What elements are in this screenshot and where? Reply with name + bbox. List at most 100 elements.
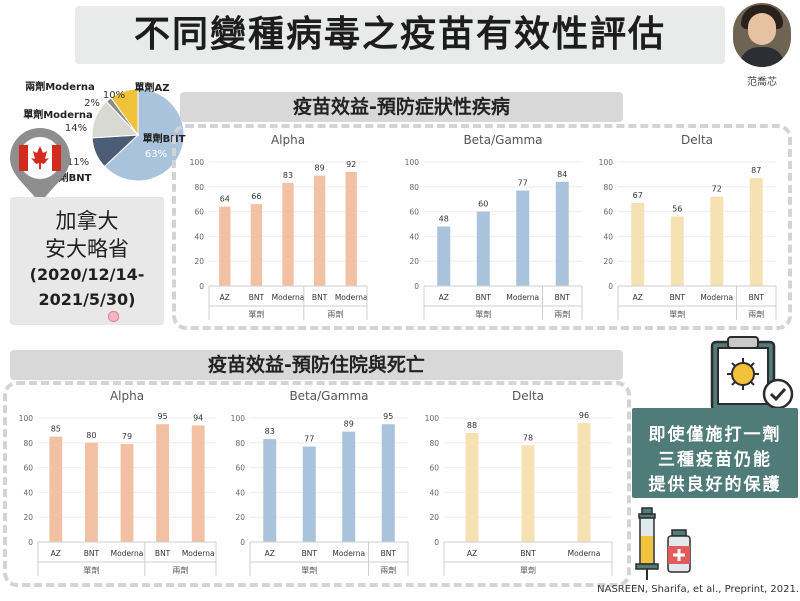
bar-value-label: 56 [672,205,682,214]
y-tick-label: 40 [235,488,245,497]
group-label: 兩劑 [172,565,188,575]
x-tick-label: BNT [520,549,536,558]
pie-percent-label: 10% [103,90,125,101]
chart-symptomatic-delta: Delta 0 20 40 60 80 100 67 AZ 56 BNT 72 Moderna 87 BNT… [599,133,777,320]
y-tick-label: 20 [235,513,245,522]
speaker-name: 范喬芯 [747,77,777,88]
bar-value-label: 80 [86,431,96,440]
bar-value-label: 72 [712,185,722,194]
bar [345,171,357,286]
pie-percent-label: 14% [65,123,87,134]
bar [710,196,724,286]
y-tick-label: 60 [603,208,613,217]
chart-title: Delta [681,133,713,147]
bar-value-label: 95 [383,412,393,421]
bar [521,445,535,542]
y-tick-label: 60 [429,464,439,473]
x-tick-label: Moderna [700,293,733,302]
pie-percent-label: 2% [84,98,100,109]
bar-value-label: 77 [518,179,528,188]
chart-title: Delta [512,389,544,403]
x-tick-label: BNT [312,293,328,302]
y-tick-label: 40 [409,232,419,241]
x-tick-label: BNT [155,549,171,558]
group-label: 單劑 [83,565,99,575]
section-hospital-header: 疫苗效益-預防住院與死亡 [10,350,623,380]
group-label: 兩劑 [380,565,396,575]
bar-value-label: 89 [344,420,354,429]
chart-hospital-beta-gamma: Beta/Gamma 0 20 40 60 80 100 83 AZ 77 BNT 89 Moderna… [231,389,409,576]
y-tick-label: 20 [23,513,33,522]
citation: NASREEN, Sharifa, et al., Preprint, 2021… [597,584,799,595]
x-tick-label: Moderna [332,549,365,558]
chart-title: Beta/Gamma [463,133,542,147]
x-tick-label: Moderna [568,549,601,558]
x-tick-label: BNT [476,293,492,302]
chart-title: Alpha [271,133,305,147]
y-tick-label: 80 [603,183,613,192]
group-label: 單劑 [301,565,317,575]
y-tick-label: 0 [199,282,204,291]
bar-value-label: 89 [315,164,325,173]
pie-percent-label: 63% [145,149,167,160]
note-line-2: 三種疫苗仍能 [658,450,772,470]
avatar-body [739,47,785,67]
y-tick-label: 60 [23,464,33,473]
y-tick-label: 0 [28,538,33,547]
bar-value-label: 96 [579,411,589,420]
bar [282,183,294,286]
note-line-1: 即使僅施打一劑 [648,425,782,445]
bar [313,175,326,286]
y-tick-label: 0 [240,538,245,547]
bar [476,211,490,286]
chart-hospital-delta: Delta 0 20 40 60 80 100 88 AZ 78 BNT 96 Moderna 單劑 [425,389,613,576]
y-tick-label: 80 [23,439,33,448]
section-symptomatic-header: 疫苗效益-預防症狀性疾病 [180,92,623,122]
x-tick-label: BNT [749,293,765,302]
bar-value-label: 83 [283,171,293,180]
bar-value-label: 95 [158,412,168,421]
x-tick-label: AZ [467,549,477,558]
x-tick-label: AZ [265,549,275,558]
x-tick-label: Moderna [111,549,144,558]
bar-value-label: 64 [220,195,230,204]
bar-value-label: 87 [751,166,761,175]
period-end: 2021/5/30) [38,290,136,309]
bar-value-label: 77 [304,435,314,444]
bar [381,424,395,542]
y-tick-label: 40 [194,232,204,241]
bar [49,436,63,542]
group-label: 兩劑 [554,309,570,319]
x-tick-label: Moderna [335,293,368,302]
bar-value-label: 60 [478,200,488,209]
bar [749,178,763,286]
bar [191,425,205,542]
location-province: 安大略省 [45,237,129,261]
y-tick-label: 40 [23,488,33,497]
conclusion-note: 即使僅施打一劑 三種疫苗仍能 提供良好的保護 [632,408,798,498]
group-label: 兩劑 [327,309,343,319]
pie-percent-label: 11% [67,157,89,168]
syringe-vial-icon [635,507,691,580]
bar [670,216,684,286]
y-tick-label: 80 [429,439,439,448]
section-hospital-frame [3,381,631,587]
clipboard-virus-check-icon [710,336,794,412]
x-tick-label: BNT [84,549,100,558]
x-tick-label: BNT [381,549,397,558]
y-tick-label: 20 [603,257,613,266]
y-tick-label: 40 [603,232,613,241]
y-tick-label: 80 [409,183,419,192]
x-tick-label: AZ [51,549,61,558]
chart-symptomatic-beta-gamma: Beta/Gamma 0 20 40 60 80 100 48 AZ 60 BNT 77 Moderna… [405,133,583,320]
section-symptomatic-title: 疫苗效益-預防症狀性疾病 [293,96,510,118]
location-country: 加拿大 [55,209,119,233]
study-location-box: 加拿大 安大略省 (2020/12/14- 2021/5/30) [10,197,164,325]
y-tick-label: 60 [409,208,419,217]
y-tick-label: 40 [429,488,439,497]
x-tick-label: Moderna [182,549,215,558]
group-label: 單劑 [248,309,264,319]
bar [437,226,451,286]
bar [120,444,134,542]
y-tick-label: 100 [599,158,614,167]
